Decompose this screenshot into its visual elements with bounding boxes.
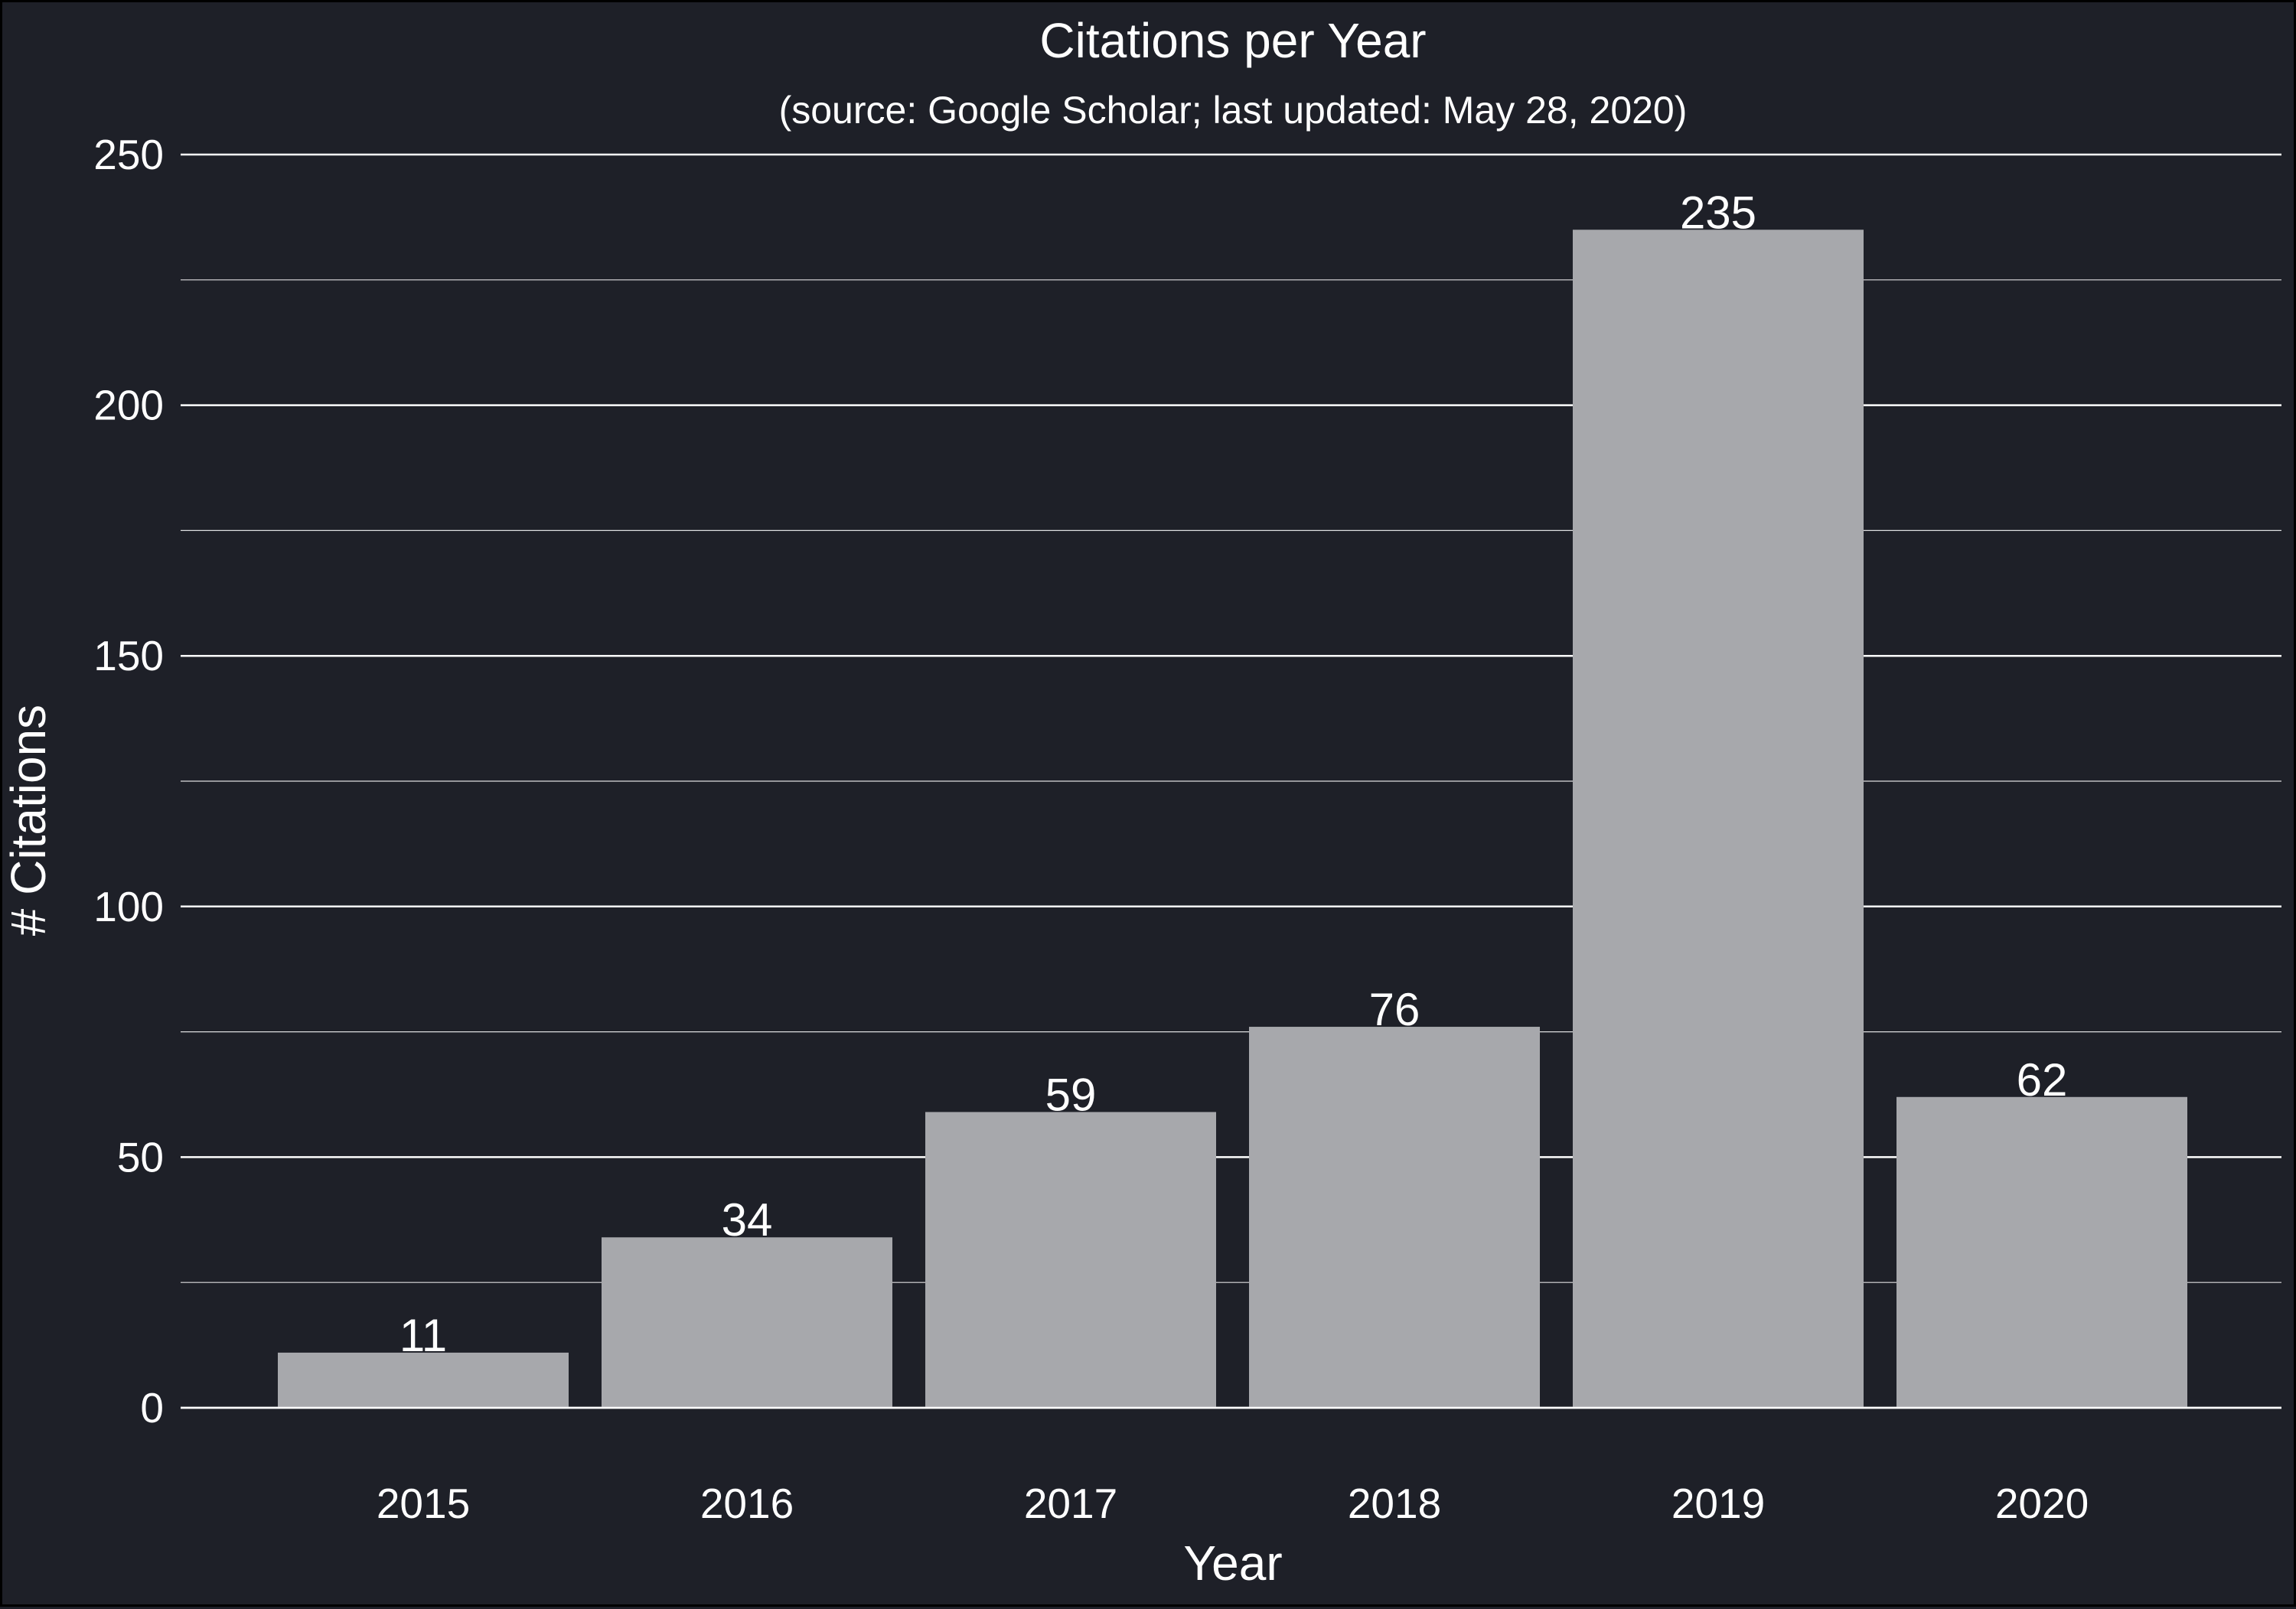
- bar-value-label: 76: [1369, 984, 1420, 1035]
- x-axis-title: Year: [1183, 1536, 1282, 1591]
- bar-value-label: 62: [2017, 1054, 2068, 1106]
- y-tick-label: 100: [93, 883, 164, 930]
- y-tick-label: 0: [140, 1384, 164, 1431]
- chart-title: Citations per Year: [1039, 13, 1426, 68]
- bar-value-label: 34: [722, 1194, 773, 1246]
- bar: [278, 1352, 569, 1408]
- labels-layer: 0 50 100 150 200 250 11 2015 34 2016 59 2017 76 2018 2…: [93, 131, 2281, 1527]
- y-tick-label: 150: [93, 632, 164, 679]
- chart-subtitle: (source: Google Scholar; last updated: M…: [779, 89, 1688, 132]
- bar: [602, 1237, 892, 1408]
- x-tick-label: 2018: [1348, 1480, 1441, 1527]
- bar: [925, 1112, 1216, 1408]
- y-tick-label: 200: [93, 382, 164, 429]
- bars-layer: [278, 230, 2187, 1408]
- x-tick-label: 2017: [1024, 1480, 1117, 1527]
- y-tick-label: 250: [93, 131, 164, 178]
- bar: [1249, 1027, 1540, 1408]
- x-tick-label: 2019: [1671, 1480, 1765, 1527]
- bar-value-label: 11: [400, 1310, 447, 1361]
- y-axis-title: # Citations: [2, 705, 56, 936]
- bar-value-label: 235: [1680, 187, 1756, 238]
- x-tick-label: 2016: [700, 1480, 794, 1527]
- bar-value-label: 59: [1045, 1069, 1097, 1120]
- x-tick-label: 2020: [1995, 1480, 2089, 1527]
- bar: [1573, 230, 1864, 1408]
- x-tick-label: 2015: [377, 1480, 470, 1527]
- y-tick-label: 50: [117, 1133, 164, 1181]
- bar: [1896, 1096, 2187, 1408]
